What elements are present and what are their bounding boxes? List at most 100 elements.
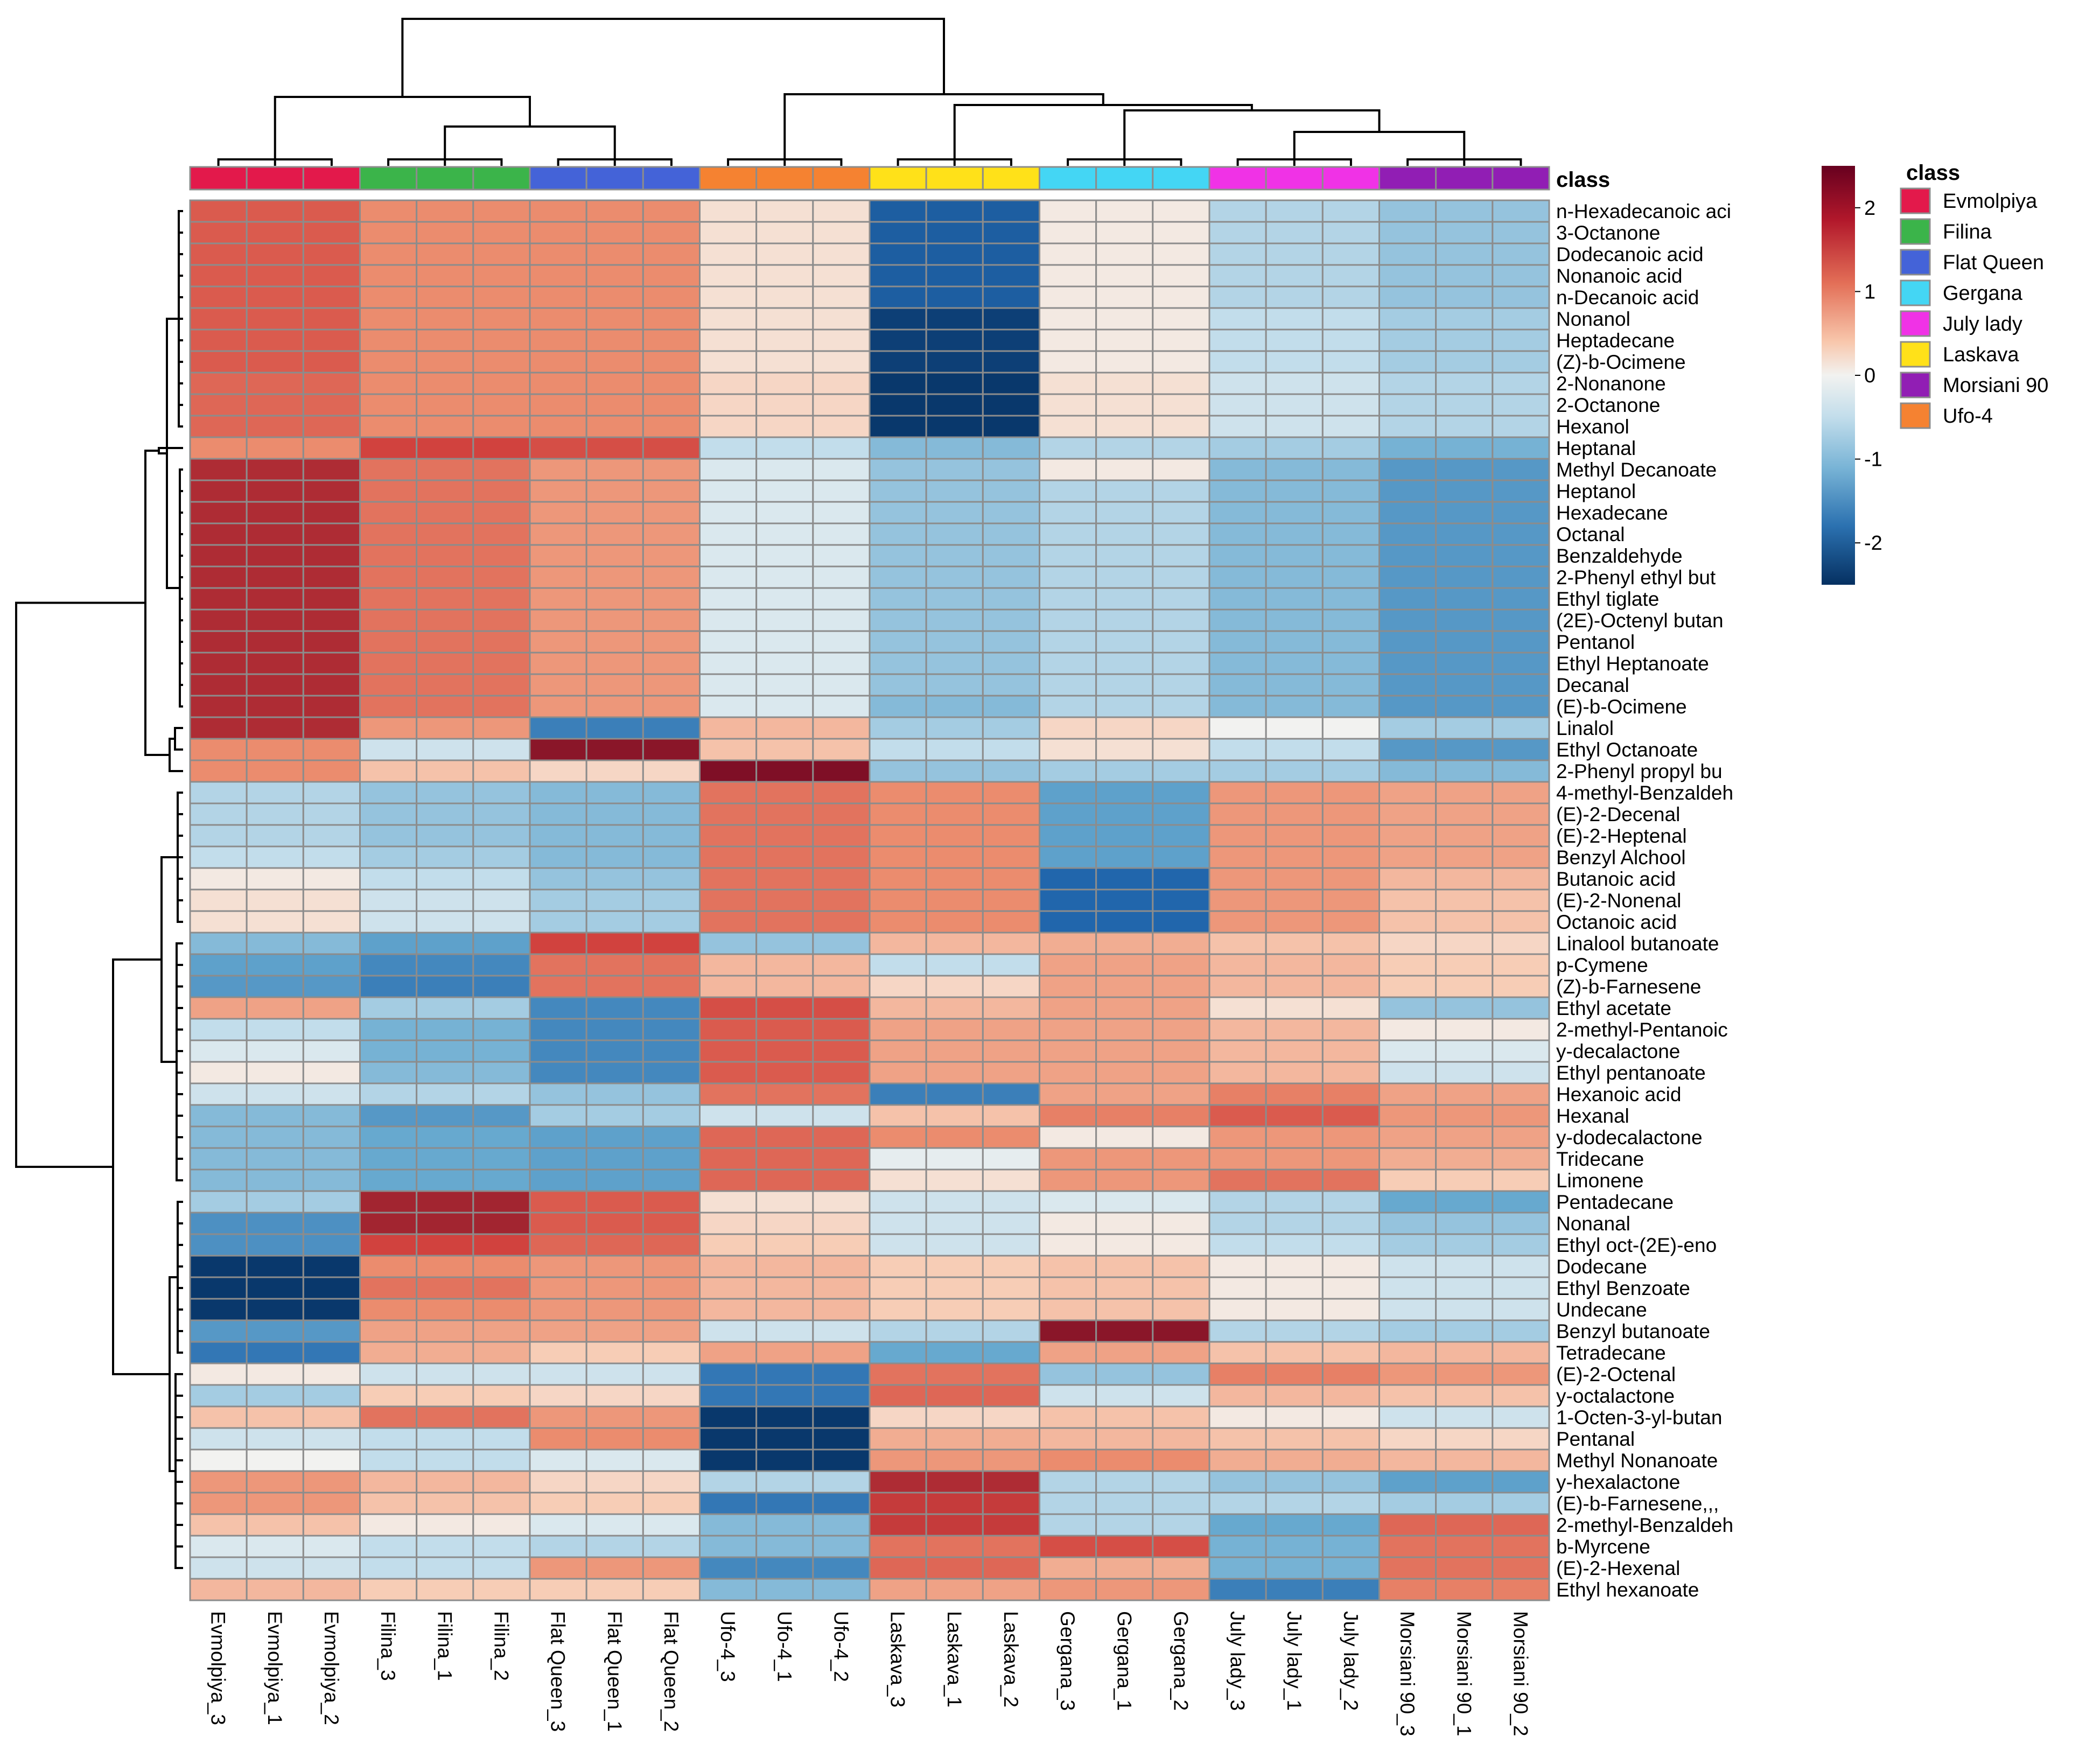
heatmap-cell xyxy=(359,1556,418,1580)
heatmap-cell xyxy=(1378,458,1437,481)
heatmap-cell xyxy=(755,264,814,288)
heatmap-cell xyxy=(755,1104,814,1128)
heatmap-cell xyxy=(1321,1384,1380,1408)
heatmap-cell xyxy=(189,307,248,331)
heatmap-cell xyxy=(925,1384,984,1408)
heatmap-cell xyxy=(755,888,814,912)
heatmap-cell xyxy=(925,975,984,998)
heatmap-cell xyxy=(189,932,248,955)
row-label: y-octalactone xyxy=(1556,1385,1675,1407)
heatmap-cell xyxy=(925,1061,984,1084)
heatmap-cell xyxy=(472,1513,531,1537)
heatmap-cell xyxy=(812,932,871,955)
heatmap-cell xyxy=(472,1427,531,1451)
heatmap-cell xyxy=(982,1168,1041,1192)
heatmap-cell xyxy=(529,501,587,524)
heatmap-cell xyxy=(1039,1233,1097,1257)
heatmap-cell xyxy=(1492,1384,1550,1408)
heatmap-cell xyxy=(1265,328,1324,352)
heatmap-cell xyxy=(246,996,304,1020)
heatmap-cell xyxy=(472,1082,531,1106)
heatmap-cell xyxy=(416,1147,474,1171)
heatmap-cell xyxy=(1095,242,1154,266)
heatmap-cell xyxy=(1492,1039,1550,1063)
heatmap-cell xyxy=(699,393,758,417)
heatmap-cell xyxy=(1492,1427,1550,1451)
heatmap-cell xyxy=(755,199,814,223)
heatmap-cell xyxy=(1378,1298,1437,1321)
heatmap-cell xyxy=(359,1190,418,1214)
heatmap-cell xyxy=(1435,1039,1494,1063)
heatmap-cell xyxy=(869,501,927,524)
heatmap-cell xyxy=(925,695,984,718)
heatmap-cell xyxy=(699,1212,758,1235)
heatmap-cell xyxy=(1321,716,1380,740)
row-label: b-Myrcene xyxy=(1556,1536,1650,1558)
heatmap-cell xyxy=(189,1298,248,1321)
heatmap-cell xyxy=(1378,1470,1437,1494)
heatmap-cell xyxy=(416,630,474,654)
heatmap-cell xyxy=(1152,1039,1210,1063)
heatmap-cell xyxy=(585,1276,644,1300)
heatmap-cell xyxy=(1152,221,1210,244)
dendrogram-branch xyxy=(178,339,183,363)
heatmap-cell xyxy=(246,1556,304,1580)
heatmap-cell xyxy=(755,522,814,546)
heatmap-cell xyxy=(246,522,304,546)
heatmap-cell xyxy=(585,608,644,632)
heatmap-cell xyxy=(699,845,758,869)
heatmap-cell xyxy=(812,716,871,740)
heatmap-cell xyxy=(529,1147,587,1171)
heatmap-cell xyxy=(472,888,531,912)
heatmap-cell xyxy=(982,522,1041,546)
heatmap-cell xyxy=(189,1147,248,1171)
heatmap-cell xyxy=(1265,1147,1324,1171)
heatmap-cell xyxy=(1378,608,1437,632)
row-label: Dodecane xyxy=(1556,1256,1647,1278)
heatmap-cell xyxy=(812,1168,871,1192)
row-label: 2-Octanone xyxy=(1556,394,1660,416)
heatmap-cell xyxy=(1095,630,1154,654)
heatmap-cell xyxy=(1095,565,1154,589)
heatmap-cell xyxy=(869,802,927,826)
heatmap-cell xyxy=(585,544,644,568)
heatmap-cell xyxy=(189,802,248,826)
column-label: Ufo-4_2 xyxy=(830,1611,852,1682)
heatmap-cell xyxy=(246,1578,304,1601)
row-label: Ethyl Octanoate xyxy=(1556,739,1698,761)
heatmap-cell xyxy=(585,1168,644,1192)
heatmap-cell xyxy=(1435,975,1494,998)
heatmap-cell xyxy=(1095,1448,1154,1472)
heatmap-cell xyxy=(1152,1578,1210,1601)
heatmap-cell xyxy=(1039,393,1097,417)
heatmap-cell xyxy=(189,1018,248,1041)
heatmap-cell xyxy=(1435,501,1494,524)
class-annotation-cell xyxy=(982,166,1041,191)
heatmap-cell xyxy=(699,1082,758,1106)
heatmap-cell xyxy=(1265,1061,1324,1084)
heatmap-cell xyxy=(869,759,927,783)
heatmap-cell xyxy=(1265,307,1324,331)
column-label: July lady_1 xyxy=(1283,1611,1305,1711)
heatmap-cell xyxy=(1492,328,1550,352)
heatmap-cell xyxy=(585,1018,644,1041)
heatmap-cell xyxy=(1378,415,1437,438)
row-label: Dodecanoic acid xyxy=(1556,243,1704,265)
heatmap-cell xyxy=(869,544,927,568)
column-label: Ufo-4_3 xyxy=(717,1611,739,1682)
heatmap-cell xyxy=(359,1233,418,1257)
heatmap-cell xyxy=(925,738,984,761)
heatmap-cell xyxy=(359,673,418,697)
heatmap-cell xyxy=(1095,953,1154,977)
heatmap-cell xyxy=(642,608,701,632)
heatmap-cell xyxy=(1435,781,1494,804)
heatmap-cell xyxy=(302,522,361,546)
heatmap-cell xyxy=(302,1168,361,1192)
heatmap-cell xyxy=(982,1018,1041,1041)
heatmap-cell xyxy=(642,738,701,761)
heatmap-cell xyxy=(416,845,474,869)
heatmap-cell xyxy=(1265,522,1324,546)
heatmap-cell xyxy=(246,673,304,697)
heatmap-cell xyxy=(925,350,984,374)
heatmap-cell xyxy=(699,1147,758,1171)
